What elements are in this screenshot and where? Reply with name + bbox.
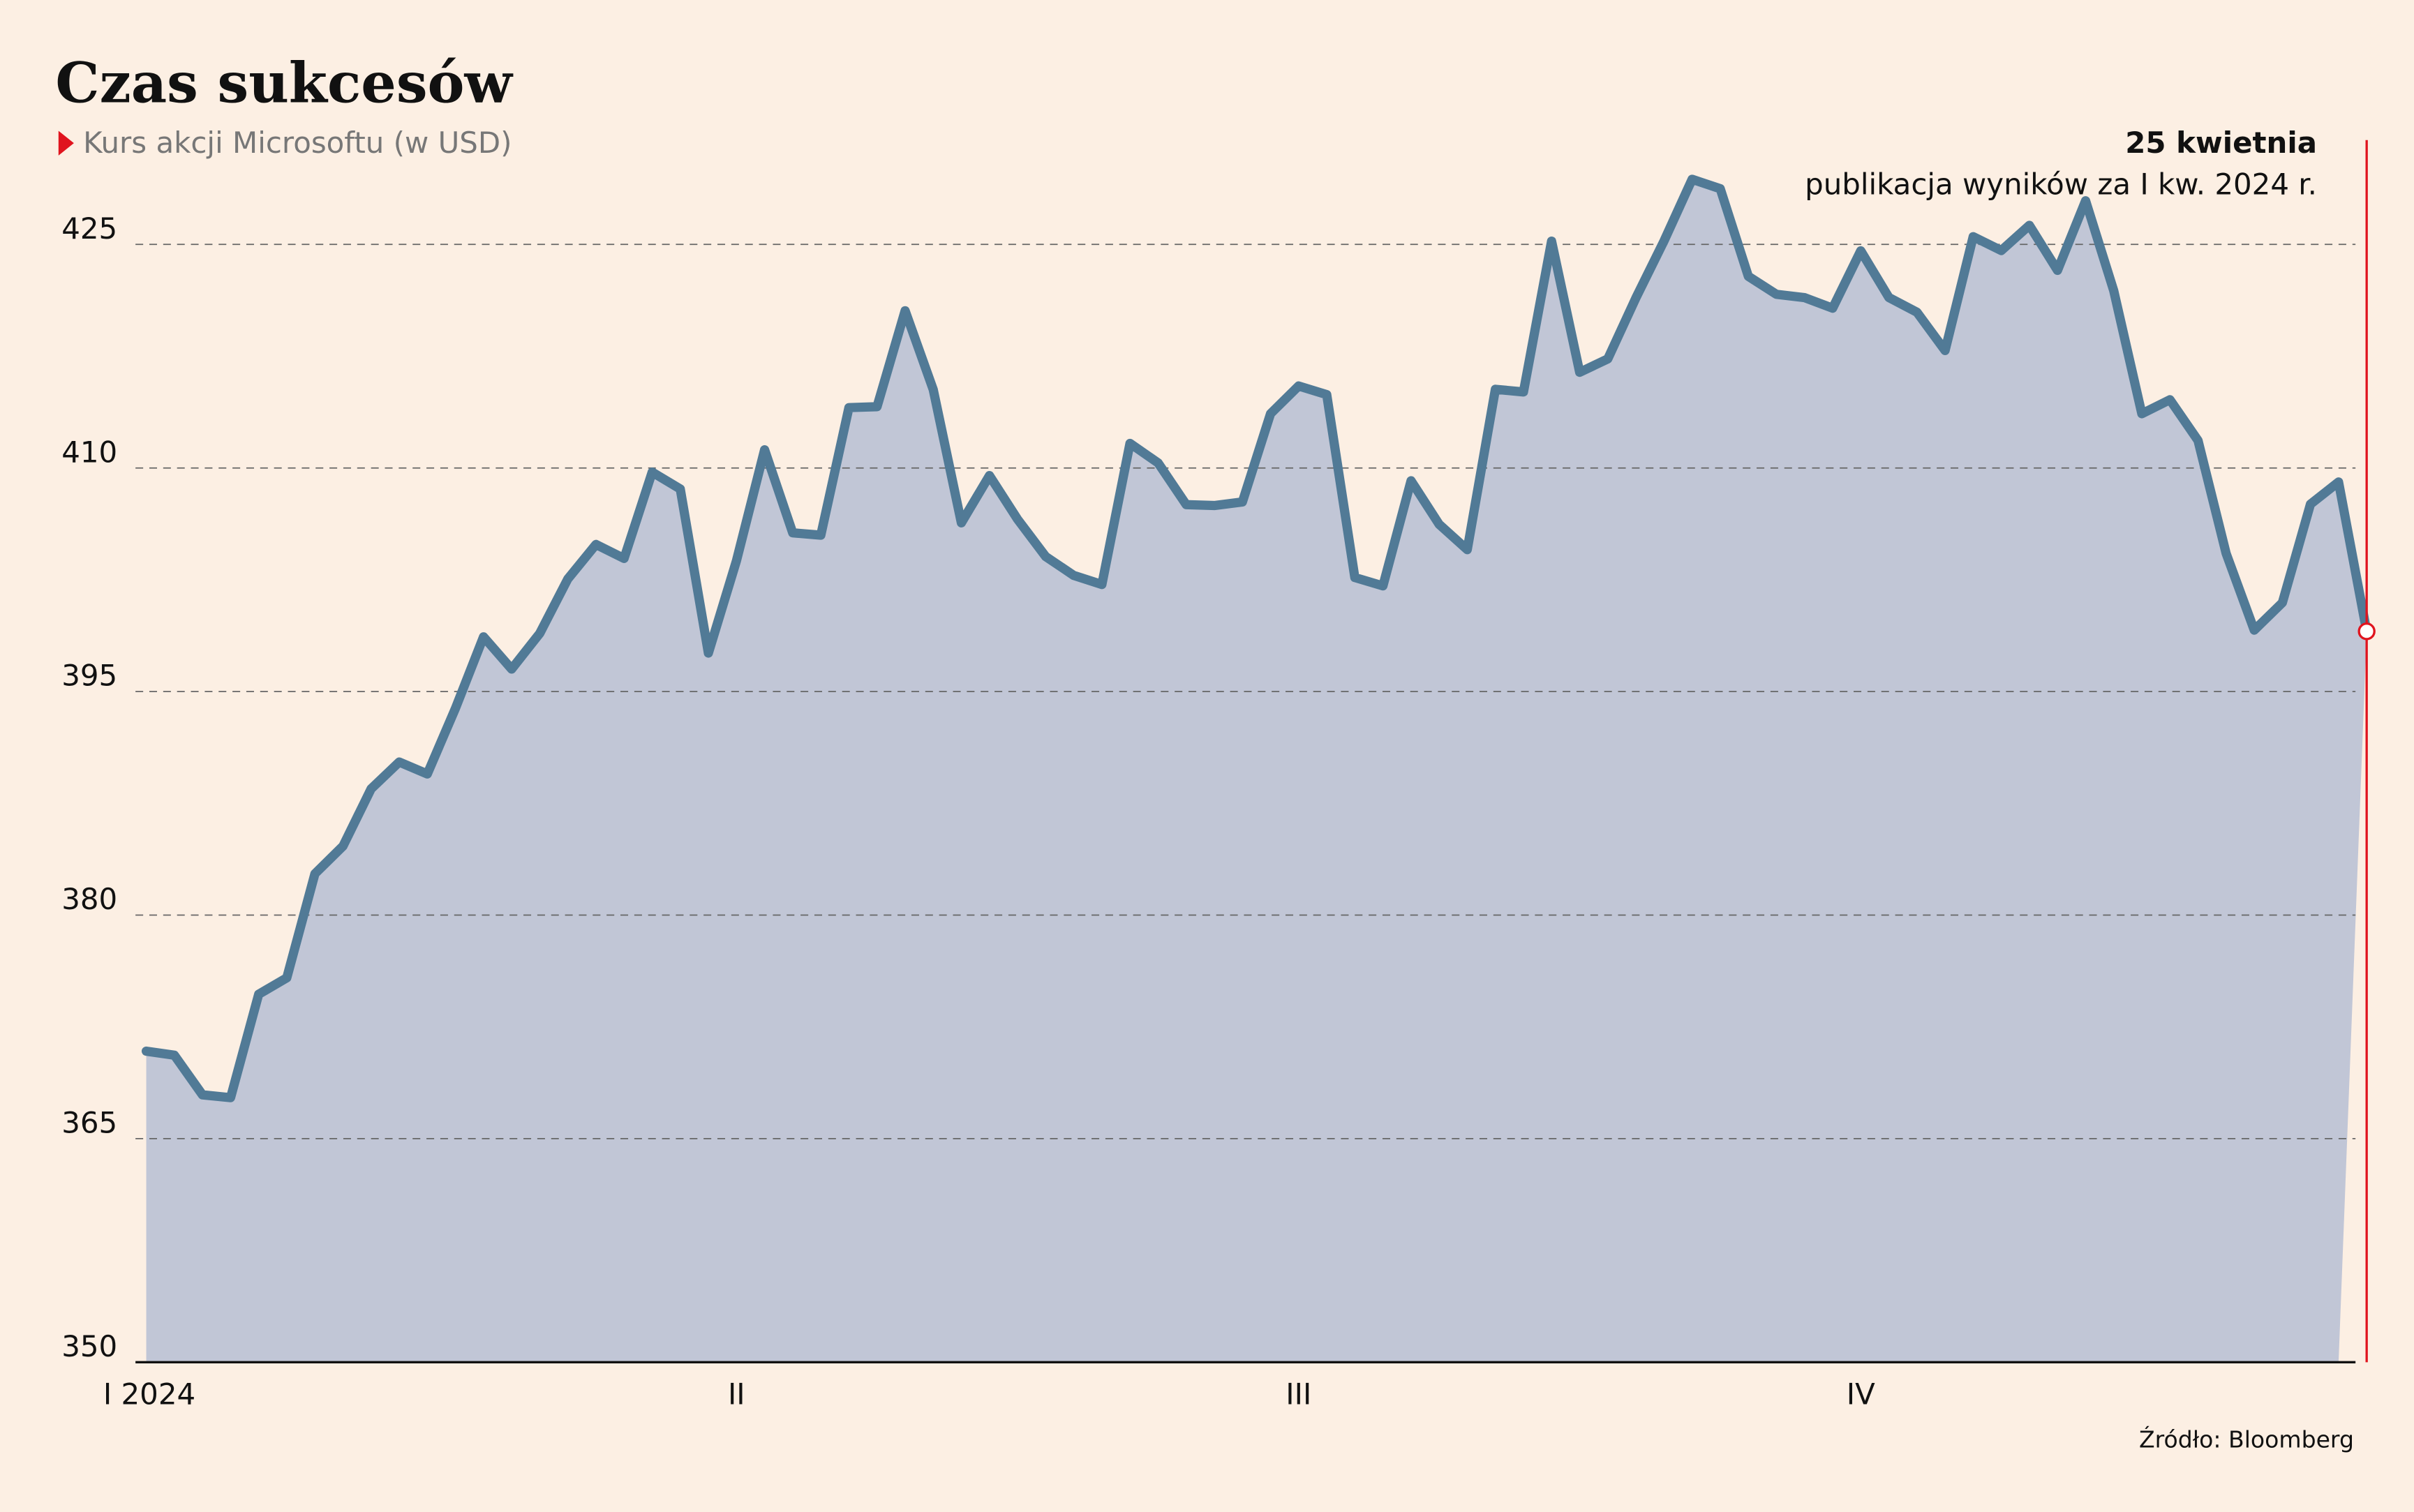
area [146, 179, 2367, 1363]
x-tick-label: III [1286, 1377, 1311, 1411]
x-tick-label: II [728, 1377, 745, 1411]
chart-subtitle: Kurs akcji Microsoftu (w USD) [83, 126, 512, 160]
subtitle-marker [58, 130, 74, 156]
x-tick-label: IV [1847, 1377, 1875, 1411]
annotation-text: publikacja wyników za I kw. 2024 r. [1805, 167, 2317, 201]
source: Źródło: Bloomberg [2139, 1425, 2354, 1453]
y-tick-label: 380 [61, 882, 117, 916]
y-tick-label: 425 [61, 211, 117, 246]
y-tick-label: 365 [61, 1106, 117, 1140]
x-tick-label: I 2024 [103, 1377, 195, 1411]
y-tick-label: 410 [61, 435, 117, 469]
y-tick-label: 350 [61, 1329, 117, 1363]
line [141, 174, 2371, 1102]
chart-title: Czas sukcesów [55, 50, 513, 115]
y-tick-label: 395 [61, 659, 117, 693]
highlight-point [2357, 622, 2376, 641]
annotation-title: 25 kwietnia [2125, 126, 2317, 160]
